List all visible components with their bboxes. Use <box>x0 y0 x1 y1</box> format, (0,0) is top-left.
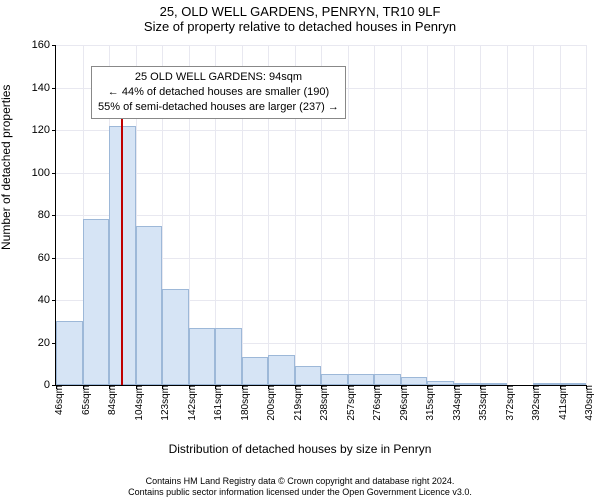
histogram-bar <box>268 355 295 385</box>
histogram-bar <box>480 383 507 385</box>
xtick-label: 123sqm <box>158 385 171 421</box>
histogram-bar <box>401 377 428 386</box>
ytick-label: 40 <box>38 294 56 306</box>
legend-line-2: ← 44% of detached houses are smaller (19… <box>98 85 339 100</box>
title-line-2: Size of property relative to detached ho… <box>0 19 600 34</box>
xtick-label: 84sqm <box>105 385 118 415</box>
xtick-label: 296sqm <box>397 385 410 421</box>
chart-container: Number of detached properties 0204060801… <box>0 40 600 460</box>
reference-line <box>121 77 123 385</box>
histogram-bar <box>533 383 560 385</box>
xtick-label: 276sqm <box>370 385 383 421</box>
y-axis-label: Number of detached properties <box>0 85 13 250</box>
footer-line-1: Contains HM Land Registry data © Crown c… <box>0 476 600 487</box>
grid-line-v <box>348 45 349 385</box>
xtick-label: 430sqm <box>582 385 595 421</box>
xtick-label: 392sqm <box>529 385 542 421</box>
xtick-label: 372sqm <box>503 385 516 421</box>
histogram-bar <box>189 328 216 385</box>
xtick-label: 161sqm <box>211 385 224 421</box>
histogram-bar <box>560 383 587 385</box>
grid-line-v <box>507 45 508 385</box>
grid-line-v <box>586 45 587 385</box>
xtick-label: 46sqm <box>52 385 65 415</box>
ytick-label: 160 <box>32 39 56 51</box>
legend-line-1: 25 OLD WELL GARDENS: 94sqm <box>98 70 339 85</box>
histogram-bar <box>454 383 481 385</box>
xtick-label: 334sqm <box>450 385 463 421</box>
grid-line-v <box>533 45 534 385</box>
histogram-bar <box>321 374 348 385</box>
histogram-bar <box>56 321 83 385</box>
grid-line-v <box>480 45 481 385</box>
grid-line-v <box>560 45 561 385</box>
xtick-label: 200sqm <box>264 385 277 421</box>
histogram-bar <box>427 381 454 385</box>
xtick-label: 411sqm <box>556 385 569 420</box>
ytick-label: 80 <box>38 209 56 221</box>
xtick-label: 257sqm <box>344 385 357 421</box>
footer-line-2: Contains public sector information licen… <box>0 487 600 498</box>
histogram-bar <box>162 289 189 385</box>
ytick-label: 140 <box>32 82 56 94</box>
xtick-label: 219sqm <box>291 385 304 421</box>
ytick-label: 100 <box>32 167 56 179</box>
xtick-label: 238sqm <box>317 385 330 421</box>
title-line-1: 25, OLD WELL GARDENS, PENRYN, TR10 9LF <box>0 4 600 19</box>
histogram-bar <box>83 219 110 385</box>
grid-line-v <box>401 45 402 385</box>
plot-area: 02040608010012014016046sqm65sqm84sqm104s… <box>55 45 586 386</box>
xtick-label: 65sqm <box>79 385 92 415</box>
chart-titles: 25, OLD WELL GARDENS, PENRYN, TR10 9LF S… <box>0 0 600 34</box>
x-axis-label: Distribution of detached houses by size … <box>0 442 600 456</box>
grid-line-v <box>454 45 455 385</box>
xtick-label: 142sqm <box>185 385 198 421</box>
histogram-bar <box>348 374 375 385</box>
legend-box: 25 OLD WELL GARDENS: 94sqm ← 44% of deta… <box>91 66 346 119</box>
histogram-bar <box>242 357 269 385</box>
legend-line-3: 55% of semi-detached houses are larger (… <box>98 100 339 115</box>
grid-line-v <box>374 45 375 385</box>
xtick-label: 353sqm <box>476 385 489 421</box>
ytick-label: 60 <box>38 252 56 264</box>
histogram-bar <box>295 366 322 385</box>
ytick-label: 120 <box>32 124 56 136</box>
ytick-label: 20 <box>38 337 56 349</box>
histogram-bar <box>374 374 401 385</box>
histogram-bar <box>215 328 242 385</box>
xtick-label: 180sqm <box>238 385 251 421</box>
xtick-label: 104sqm <box>132 385 145 421</box>
xtick-label: 315sqm <box>423 385 436 421</box>
footer: Contains HM Land Registry data © Crown c… <box>0 476 600 498</box>
histogram-bar <box>136 226 163 385</box>
grid-line-v <box>427 45 428 385</box>
